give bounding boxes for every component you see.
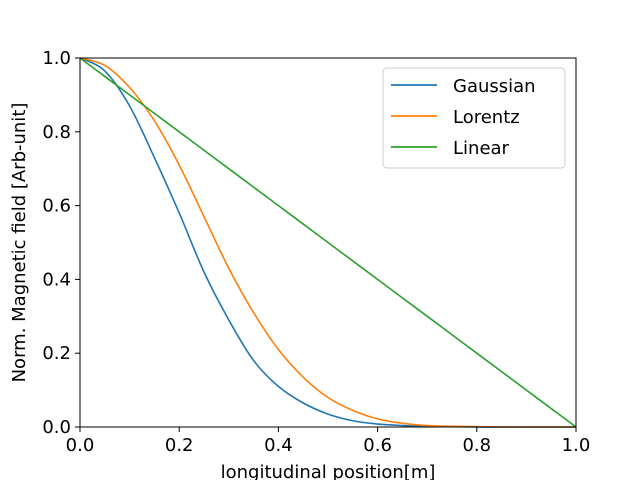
- y-tick-label: 1.0: [42, 48, 71, 69]
- y-tick-label: 0.0: [42, 417, 71, 438]
- x-axis-label: longitudinal position[m]: [221, 462, 436, 480]
- y-tick-label: 0.4: [42, 269, 71, 290]
- y-tick-label: 0.8: [42, 122, 71, 143]
- legend-label-linear: Linear: [453, 138, 510, 159]
- y-axis-ticks: 0.0 0.2 0.4 0.6 0.8 1.0: [42, 48, 80, 438]
- y-tick-label: 0.6: [42, 196, 71, 217]
- x-tick-label: 0.6: [363, 435, 392, 456]
- x-tick-label: 0.0: [66, 435, 95, 456]
- legend-label-lorentz: Lorentz: [453, 107, 520, 128]
- x-tick-label: 1.0: [562, 435, 591, 456]
- legend-label-gaussian: Gaussian: [453, 76, 536, 97]
- x-tick-label: 0.4: [264, 435, 293, 456]
- x-axis-ticks: 0.0 0.2 0.4 0.6 0.8 1.0: [66, 427, 591, 456]
- legend: Gaussian Lorentz Linear: [383, 68, 565, 168]
- y-tick-label: 0.2: [42, 343, 71, 364]
- x-tick-label: 0.8: [462, 435, 491, 456]
- x-tick-label: 0.2: [165, 435, 194, 456]
- y-axis-label: Norm. Magnetic field [Arb-unit]: [9, 103, 30, 383]
